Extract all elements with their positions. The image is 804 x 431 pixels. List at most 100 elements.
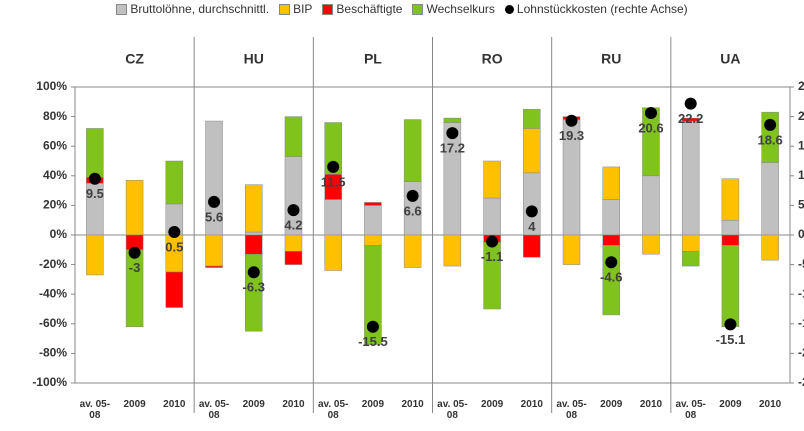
bar-segment	[245, 231, 263, 236]
bar-segment	[284, 234, 303, 252]
group-label: RO	[482, 51, 503, 67]
y-tick-label: 40%	[43, 168, 67, 182]
bar-segment	[761, 162, 779, 236]
dot	[327, 160, 340, 173]
bar-segment	[642, 234, 660, 255]
dot-label: 6.6	[404, 203, 422, 218]
x-tick-label: 2009	[600, 399, 623, 410]
legend-swatch	[116, 3, 128, 15]
x-tick-label: av. 05-08	[317, 399, 349, 421]
x-tick-label: 2009	[480, 399, 504, 410]
bar-segment	[125, 179, 144, 236]
dot	[525, 205, 538, 218]
bar-segment	[523, 108, 541, 129]
legend-swatch	[412, 3, 424, 15]
dot	[88, 172, 101, 185]
x-tick-label: 2010	[282, 399, 305, 410]
y-tick-label: 80%	[43, 109, 67, 123]
group-label: UA	[720, 51, 740, 67]
dot	[287, 204, 300, 217]
bar-segment	[602, 166, 620, 200]
bar-segment	[602, 199, 620, 236]
bar-segment	[364, 245, 382, 345]
dot	[644, 107, 657, 120]
dot-label: 4	[528, 219, 536, 234]
legend-label: Beschäftigte	[336, 2, 403, 16]
y-tick-label: -100%	[32, 375, 67, 389]
x-tick-label: 2010	[759, 399, 782, 410]
x-tick-label: 2009	[361, 399, 385, 410]
dot-label: -15.5	[358, 334, 388, 349]
bar-segment	[562, 234, 581, 265]
bar-segment	[443, 122, 462, 236]
y-tick-label: 100%	[36, 79, 67, 93]
bar-segment	[523, 234, 541, 258]
dot-label: 20.6	[638, 120, 663, 135]
bar-segment	[721, 178, 740, 221]
y-tick-label: 0%	[50, 227, 68, 241]
y-tick-label: -80%	[39, 346, 67, 360]
y2-tick-label: -15	[798, 316, 804, 330]
dot-label: 18.6	[757, 132, 782, 147]
dot	[565, 114, 578, 127]
dot-label: -6.3	[243, 280, 265, 295]
legend-label: Lohnstückkosten (rechte Achse)	[516, 2, 688, 16]
y2-tick-label: 25	[798, 79, 804, 93]
y2-tick-label: 20	[798, 109, 804, 123]
dot	[684, 97, 697, 110]
group-label: PL	[364, 51, 382, 67]
dot	[168, 226, 181, 239]
legend: Bruttolöhne, durchschnittl. BIP Beschäftig…	[0, 2, 804, 16]
bar-segment	[165, 160, 184, 205]
bar-segment	[324, 122, 342, 175]
bar-segment	[205, 234, 223, 267]
legend-item: Bruttolöhne, durchschnittl.	[116, 2, 269, 16]
dot-label: 17.2	[440, 141, 465, 156]
dot	[486, 235, 499, 248]
x-tick-label: av. 05-08	[556, 399, 587, 421]
bar-segment	[483, 197, 501, 236]
y-tick-label: -20%	[39, 257, 67, 271]
dot	[366, 320, 379, 333]
y-tick-label: 20%	[43, 198, 67, 212]
legend-swatch	[504, 4, 514, 14]
legend-swatch	[322, 3, 334, 15]
y-tick-label: 60%	[43, 138, 67, 152]
bar-segment	[721, 234, 740, 246]
bar-segment	[642, 175, 660, 236]
bar-segment	[483, 160, 501, 199]
dot	[605, 256, 618, 269]
y2-tick-label: 5	[798, 198, 804, 212]
bar-segment	[721, 245, 740, 328]
bar-segment	[403, 119, 422, 182]
bar-segment	[86, 128, 104, 178]
bar-segment	[284, 251, 303, 265]
x-tick-label: 2009	[719, 399, 742, 410]
x-tick-label: 2010	[639, 399, 663, 410]
legend-item: Beschäftigte	[322, 2, 402, 16]
y2-tick-label: -20	[798, 346, 804, 360]
dot-label: -15.1	[716, 332, 746, 347]
bar-segment	[364, 234, 382, 246]
x-tick-label: av. 05-08	[437, 399, 468, 421]
x-tick-label: av. 05-08	[198, 399, 230, 421]
group-label: HU	[244, 51, 264, 67]
bar-segment	[284, 116, 303, 157]
bar-segment	[443, 117, 462, 123]
x-tick-label: 2009	[123, 399, 146, 410]
bar-segment	[245, 234, 263, 255]
bar-segment	[364, 205, 382, 236]
dot-label: 19.3	[559, 128, 584, 143]
legend-item: Lohnstückkosten (rechte Achse)	[504, 2, 688, 16]
dot	[247, 266, 260, 279]
dot-label: 11.5	[321, 174, 346, 189]
bar-segment	[523, 128, 541, 174]
bar-segment	[602, 234, 620, 246]
bar-segment	[403, 234, 422, 268]
dot-label: -1.1	[481, 249, 503, 264]
dot-label: -4.6	[600, 270, 622, 285]
bar-segment	[681, 234, 700, 252]
dot	[764, 118, 777, 131]
legend-label: BIP	[293, 2, 313, 16]
